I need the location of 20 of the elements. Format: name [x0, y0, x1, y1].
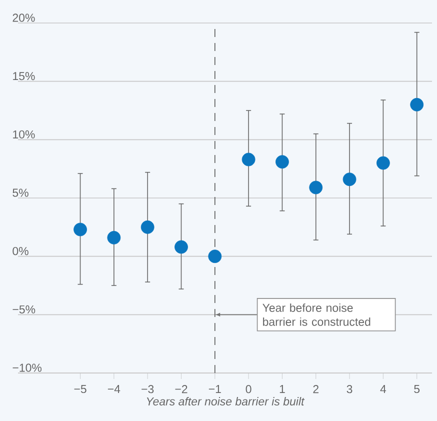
y-tick-label: 20% [12, 14, 35, 22]
annotation: Year before noise barrier is constructed [262, 303, 370, 326]
x-tick-label: −2 [175, 385, 188, 394]
y-tick-label: 15% [13, 72, 35, 80]
x-tick-label: 4 [380, 385, 386, 393]
x-tick-label: 2 [313, 385, 318, 394]
y-tick-label: −5% [12, 305, 36, 314]
y-tick-label: 10% [13, 130, 35, 138]
y-tick-label: 0% [12, 246, 28, 256]
x-tick-label: 0 [246, 385, 252, 394]
y-tick-label: 5% [12, 188, 28, 197]
x-tick-label: 1 [280, 385, 285, 393]
x-axis-title: Years after noise barrier is built [146, 397, 305, 406]
x-tick-label: −5 [74, 385, 86, 394]
x-tick-label: 3 [346, 385, 352, 394]
x-tick-label: 5 [414, 385, 420, 394]
y-tick-label: −10% [12, 364, 42, 372]
x-tick-label: −1 [208, 385, 221, 393]
x-tick-label: −4 [108, 385, 120, 393]
x-tick-label: −3 [142, 385, 154, 394]
